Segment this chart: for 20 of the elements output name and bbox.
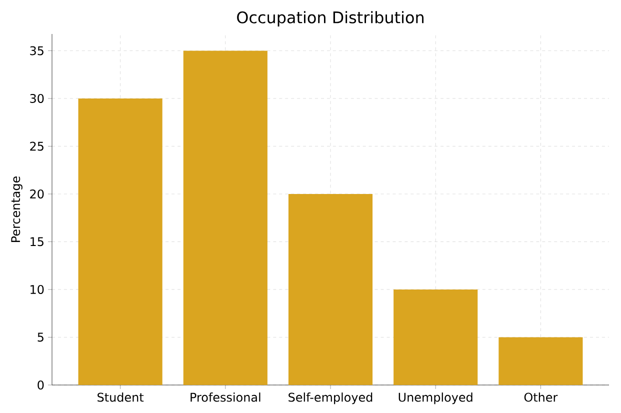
y-tick-label: 15 <box>30 237 44 246</box>
x-tick-label: Self-employed <box>288 392 372 404</box>
x-tick-label: Unemployed <box>398 392 472 404</box>
chart-title: Occupation Distribution <box>237 11 424 26</box>
y-tick-label: 5 <box>38 332 44 342</box>
y-tick-label: 10 <box>30 284 44 294</box>
y-tick-label: 25 <box>30 142 44 151</box>
y-tick-label: 20 <box>30 189 44 198</box>
bar <box>498 337 583 385</box>
y-tick-label: 0 <box>38 380 44 390</box>
x-tick-label: Other <box>524 392 558 402</box>
y-tick-label: 35 <box>30 46 44 56</box>
y-tick-label: 30 <box>30 94 44 103</box>
bar <box>288 194 373 385</box>
x-tick-label: Professional <box>190 392 260 402</box>
bar <box>78 98 162 385</box>
y-axis-title: Percentage <box>11 176 22 242</box>
x-tick-label: Student <box>98 392 144 402</box>
bar <box>183 50 268 385</box>
bar <box>394 289 478 385</box>
